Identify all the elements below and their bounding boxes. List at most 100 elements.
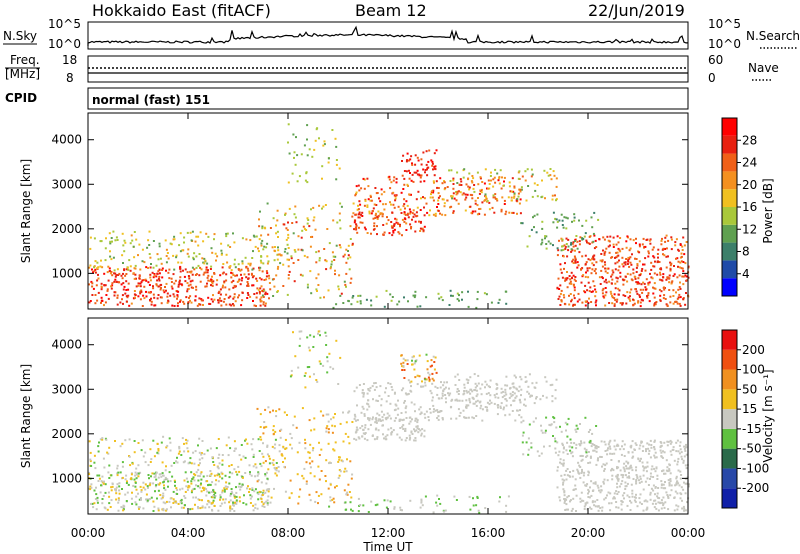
heatmap-cell (474, 202, 477, 205)
heatmap-cell (578, 464, 581, 467)
heatmap-cell (327, 161, 330, 164)
heatmap-cell (426, 174, 429, 177)
heatmap-cell (99, 491, 102, 494)
heatmap-cell (371, 210, 374, 212)
heatmap-cell (210, 298, 213, 301)
heatmap-cell (158, 275, 161, 278)
heatmap-cell (206, 276, 209, 279)
heatmap-cell (217, 292, 220, 294)
heatmap-cell (486, 409, 489, 411)
heatmap-cell (501, 196, 504, 199)
heatmap-cell (153, 455, 156, 458)
heatmap-cell (406, 152, 409, 155)
heatmap-cell (381, 419, 384, 422)
heatmap-cell (638, 481, 641, 484)
y-tick-label: 4000 (51, 338, 82, 352)
heatmap-cell (609, 244, 611, 247)
heatmap-cell (218, 297, 221, 300)
heatmap-cell (212, 490, 215, 493)
heatmap-cell (465, 416, 468, 419)
heatmap-cell (579, 497, 582, 500)
heatmap-cell (268, 277, 271, 280)
nsearch-label: N.Search (746, 29, 800, 43)
heatmap-cell (565, 227, 568, 230)
heatmap-cell (418, 375, 421, 378)
heatmap-cell (587, 276, 590, 279)
heatmap-cell (579, 500, 582, 503)
heatmap-cell (541, 179, 543, 182)
heatmap-cell (256, 491, 259, 494)
heatmap-cell (275, 462, 278, 464)
heatmap-cell (298, 330, 301, 333)
heatmap-cell (584, 502, 587, 505)
heatmap-cell (432, 379, 435, 382)
heatmap-cell (405, 417, 408, 419)
heatmap-cell (648, 281, 651, 284)
heatmap-cell (267, 490, 270, 493)
heatmap-cell (171, 304, 174, 307)
heatmap-cell (641, 461, 644, 464)
heatmap-cell (362, 407, 365, 410)
heatmap-cell (508, 413, 511, 416)
heatmap-cell (225, 481, 228, 484)
heatmap-cell (257, 247, 259, 250)
heatmap-cell (681, 458, 684, 461)
heatmap-cell (666, 466, 669, 469)
heatmap-cell (206, 449, 209, 452)
heatmap-cell (181, 487, 184, 490)
heatmap-cell (310, 429, 313, 432)
heatmap-cell (252, 267, 255, 270)
nave-right-bottom: 0 (708, 71, 716, 85)
heatmap-cell (668, 289, 671, 291)
heatmap-cell (207, 269, 209, 272)
heatmap-cell (642, 488, 645, 491)
heatmap-cell (216, 474, 219, 477)
heatmap-cell (107, 279, 110, 282)
heatmap-cell (293, 213, 296, 216)
heatmap-cell (655, 507, 658, 510)
heatmap-cell (258, 290, 261, 293)
heatmap-cell (619, 275, 622, 278)
heatmap-cell (580, 440, 582, 443)
heatmap-cell (574, 280, 577, 282)
heatmap-cell (434, 165, 437, 168)
heatmap-cell (530, 442, 533, 445)
heatmap-cell (312, 447, 315, 450)
heatmap-cell (349, 281, 352, 284)
heatmap-cell (153, 296, 156, 299)
heatmap-cell (594, 301, 597, 304)
heatmap-cell (283, 411, 286, 414)
heatmap-cell (456, 390, 459, 393)
heatmap-cell (149, 291, 152, 294)
heatmap-cell (97, 480, 100, 482)
heatmap-cell (617, 506, 620, 509)
heatmap-cell (642, 445, 645, 448)
heatmap-cell (183, 302, 186, 305)
heatmap-cell (297, 235, 300, 238)
heatmap-cell (185, 485, 188, 488)
heatmap-cell (468, 399, 471, 402)
heatmap-cell (606, 494, 608, 497)
heatmap-cell (420, 158, 423, 161)
heatmap-cell (551, 383, 554, 386)
heatmap-cell (392, 231, 395, 234)
heatmap-cell (139, 292, 142, 295)
heatmap-cell (232, 286, 235, 289)
heatmap-cell (502, 390, 505, 393)
heatmap-cell (261, 225, 264, 228)
heatmap-cell (466, 193, 469, 196)
heatmap-cell (149, 299, 151, 301)
heatmap-cell (279, 429, 282, 432)
power-heatmap-cells (88, 123, 690, 309)
heatmap-cell (103, 284, 106, 287)
heatmap-cell (246, 487, 248, 490)
heatmap-cell (476, 171, 479, 174)
heatmap-cell (562, 451, 565, 454)
heatmap-cell (420, 498, 423, 501)
heatmap-cell (614, 268, 617, 271)
heatmap-cell (96, 261, 99, 264)
heatmap-cell (114, 275, 117, 278)
heatmap-cell (399, 225, 401, 228)
heatmap-cell (157, 448, 160, 450)
heatmap-cell (509, 392, 512, 395)
